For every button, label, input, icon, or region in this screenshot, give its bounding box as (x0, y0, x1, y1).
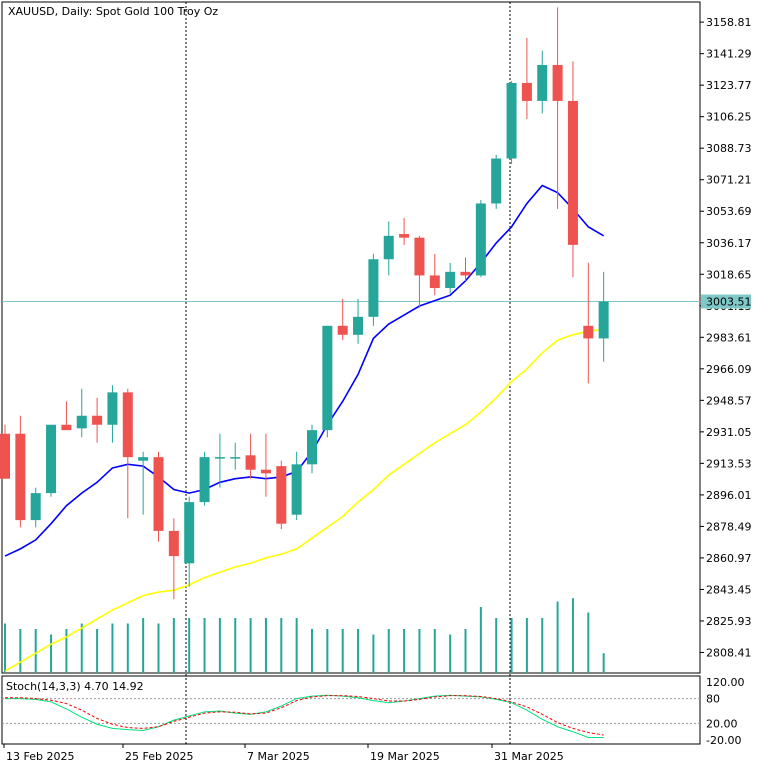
candle-body (30, 493, 41, 521)
candle-body (567, 100, 578, 245)
candle-body (475, 203, 486, 276)
candle-body (107, 392, 118, 425)
stoch-tick-label: -20.00 (706, 734, 741, 747)
price-tick-label: 3018.65 (706, 268, 752, 281)
current-price-label: 3003.51 (706, 296, 752, 309)
stoch-signal-line (5, 695, 604, 736)
price-tick-label: 3141.29 (706, 48, 752, 61)
candle-body (322, 325, 333, 431)
candle-body (291, 464, 302, 515)
time-axis-label: 7 Mar 2025 (247, 750, 310, 763)
candle-body (0, 433, 10, 479)
candle-body (383, 235, 394, 260)
candle-body (122, 392, 133, 458)
candle-body (15, 433, 26, 521)
price-tick-label: 2948.57 (706, 394, 752, 407)
candle-body (537, 64, 548, 101)
price-tick-label: 2843.45 (706, 583, 752, 596)
time-axis-label: 25 Feb 2025 (125, 750, 193, 763)
price-tick-label: 2860.97 (706, 552, 752, 565)
price-tick-label: 2913.53 (706, 457, 752, 470)
ma-slow-line (4, 328, 604, 672)
candle-body (353, 316, 364, 335)
candle-body (552, 64, 563, 101)
candle-body (168, 530, 179, 557)
price-tick-label: 3088.73 (706, 142, 752, 155)
stoch-label: Stoch(14,3,3) 4.70 14.92 (6, 680, 144, 693)
candle-body (307, 430, 317, 465)
price-tick-label: 3036.17 (706, 237, 752, 250)
price-tick-label: 3071.21 (706, 174, 752, 187)
candle-body (399, 234, 410, 238)
candle-body (153, 457, 164, 531)
price-tick-label: 2878.49 (706, 520, 752, 533)
candle-body (199, 457, 210, 503)
price-tick-label: 2966.09 (706, 363, 752, 376)
time-axis-label: 19 Mar 2025 (370, 750, 440, 763)
candle-body (184, 502, 195, 564)
price-tick-label: 3106.25 (706, 111, 752, 124)
candle-body (506, 82, 517, 159)
stoch-tick-label: 80 (706, 693, 720, 706)
price-tick-label: 2825.93 (706, 615, 752, 628)
price-tick-label: 3053.69 (706, 205, 752, 218)
stoch-main-line (5, 694, 604, 739)
candle-body (276, 466, 287, 524)
candle-body (245, 455, 256, 470)
candle-body (61, 424, 72, 431)
stoch-panel-frame (1, 675, 701, 745)
price-tick-label: 2983.61 (706, 331, 752, 344)
candle-body (445, 271, 456, 289)
candle-body (583, 325, 594, 339)
candle-body (76, 415, 87, 429)
stoch-tick-label: 20.00 (706, 717, 738, 730)
candle-body (368, 259, 379, 317)
price-tick-label: 3123.77 (706, 79, 752, 92)
candle-body (260, 469, 271, 474)
time-axis-label: 13 Feb 2025 (6, 750, 74, 763)
ma-fast-line (4, 184, 605, 557)
price-tick-label: 3158.81 (706, 16, 752, 29)
price-tick-label: 2896.01 (706, 489, 752, 502)
candle-body (429, 275, 440, 289)
price-tick-label: 2808.41 (706, 646, 752, 659)
candle-body (598, 301, 609, 339)
stoch-tick-label: 120.00 (706, 676, 745, 689)
candle-body (521, 82, 532, 101)
candle-body (92, 415, 103, 425)
candle-body (230, 457, 241, 459)
candle-body (414, 237, 425, 276)
candle-body (337, 325, 348, 335)
current-price-badge (701, 294, 751, 309)
candle-body (214, 457, 225, 459)
time-axis-label: 31 Mar 2025 (494, 750, 564, 763)
candle-body (46, 424, 57, 494)
candle-body (138, 457, 149, 461)
price-tick-label: 2931.05 (706, 426, 752, 439)
chart-title: XAUUSD, Daily: Spot Gold 100 Troy Oz (8, 5, 218, 18)
candle-body (460, 271, 471, 276)
candle-body (491, 158, 502, 204)
